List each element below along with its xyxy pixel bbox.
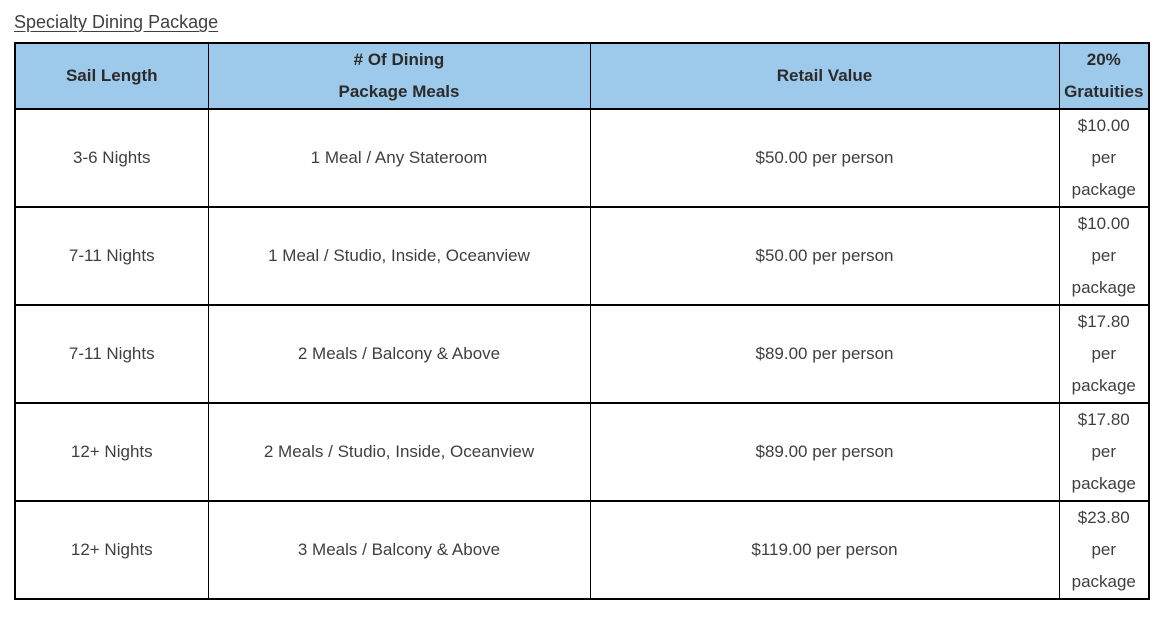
gratuity-line: $10.00	[1077, 116, 1130, 135]
column-header-sail-length: Sail Length	[14, 42, 209, 110]
gratuity-line: $23.80	[1077, 508, 1130, 527]
meals-cell: 2 Meals / Studio, Inside, Oceanview	[207, 402, 591, 502]
retail-value-cell: $89.00 per person	[589, 304, 1060, 404]
sail-length-cell: 7-11 Nights	[14, 206, 209, 306]
header-row: Sail Length # Of Dining Package Meals Ret…	[14, 42, 1150, 110]
sail-length-cell: 7-11 Nights	[14, 304, 209, 404]
page: Specialty Dining Package Sail Length # O…	[14, 12, 1150, 600]
gratuities-cell: $17.80 per package	[1058, 304, 1150, 404]
gratuity-line: package	[1071, 376, 1136, 395]
gratuity-line: $17.80	[1077, 312, 1130, 331]
retail-value-cell: $50.00 per person	[589, 206, 1060, 306]
column-header-dining-package-meals: # Of Dining Package Meals	[207, 42, 591, 110]
header-line: Gratuities	[1064, 82, 1144, 101]
header-line: Retail Value	[776, 66, 873, 85]
gratuity-line: package	[1071, 474, 1136, 493]
meals-cell: 2 Meals / Balcony & Above	[207, 304, 591, 404]
gratuity-line: per	[1091, 540, 1117, 559]
gratuities-cell: $10.00 per package	[1058, 206, 1150, 306]
table-row: 3-6 Nights 1 Meal / Any Stateroom $50.00…	[14, 108, 1150, 208]
gratuity-line: package	[1071, 572, 1136, 591]
gratuity-line: $17.80	[1077, 410, 1130, 429]
retail-value-cell: $50.00 per person	[589, 108, 1060, 208]
gratuity-line: per	[1091, 442, 1117, 461]
meals-cell: 3 Meals / Balcony & Above	[207, 500, 591, 600]
sail-length-cell: 3-6 Nights	[14, 108, 209, 208]
page-title: Specialty Dining Package	[14, 12, 219, 32]
gratuity-line: per	[1091, 148, 1117, 167]
sail-length-cell: 12+ Nights	[14, 500, 209, 600]
gratuities-cell: $23.80 per package	[1058, 500, 1150, 600]
header-line: 20%	[1086, 50, 1121, 69]
gratuities-cell: $10.00 per package	[1058, 108, 1150, 208]
header-line: Sail Length	[65, 66, 158, 85]
gratuity-line: package	[1071, 278, 1136, 297]
meals-cell: 1 Meal / Studio, Inside, Oceanview	[207, 206, 591, 306]
gratuity-line: $10.00	[1077, 214, 1130, 233]
column-header-gratuities: 20% Gratuities	[1058, 42, 1150, 110]
retail-value-cell: $119.00 per person	[589, 500, 1060, 600]
sail-length-cell: 12+ Nights	[14, 402, 209, 502]
table-row: 12+ Nights 2 Meals / Studio, Inside, Oce…	[14, 402, 1150, 502]
header-line: # Of Dining	[353, 50, 445, 69]
meals-cell: 1 Meal / Any Stateroom	[207, 108, 591, 208]
gratuity-line: package	[1071, 180, 1136, 199]
gratuity-line: per	[1091, 344, 1117, 363]
table-row: 7-11 Nights 1 Meal / Studio, Inside, Oce…	[14, 206, 1150, 306]
table-row: 7-11 Nights 2 Meals / Balcony & Above $8…	[14, 304, 1150, 404]
header-line: Package Meals	[338, 82, 460, 101]
retail-value-cell: $89.00 per person	[589, 402, 1060, 502]
specialty-dining-table: Sail Length # Of Dining Package Meals Ret…	[14, 42, 1150, 600]
table-header: Sail Length # Of Dining Package Meals Ret…	[14, 42, 1150, 110]
column-header-retail-value: Retail Value	[589, 42, 1060, 110]
table-row: 12+ Nights 3 Meals / Balcony & Above $11…	[14, 500, 1150, 600]
table-body: 3-6 Nights 1 Meal / Any Stateroom $50.00…	[14, 108, 1150, 600]
gratuities-cell: $17.80 per package	[1058, 402, 1150, 502]
gratuity-line: per	[1091, 246, 1117, 265]
